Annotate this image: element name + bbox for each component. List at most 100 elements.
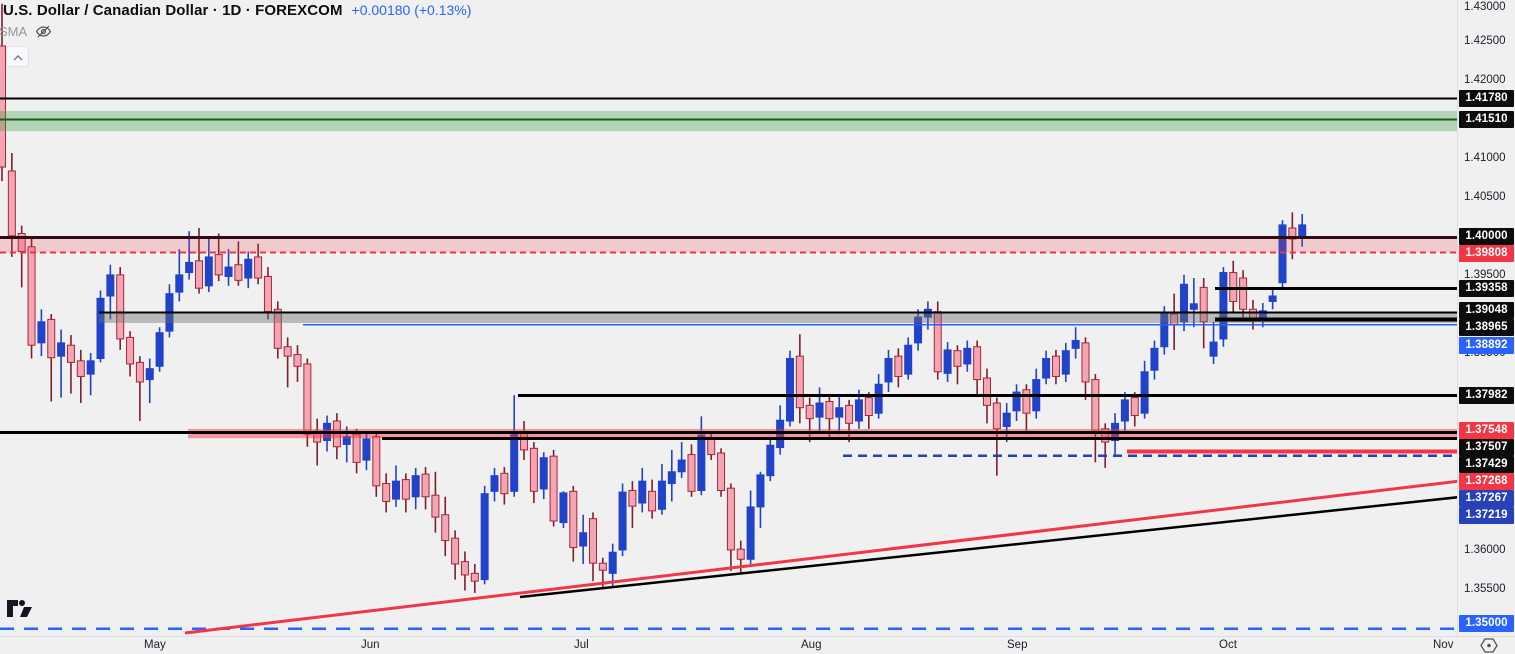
price-axis[interactable]: 1.43000 1.42500 1.42000 1.41000 1.40500 1.395…: [1457, 0, 1515, 636]
price-label[interactable]: 1.37268: [1459, 472, 1514, 490]
price-label[interactable]: 1.41780: [1459, 89, 1514, 107]
candle: [1051, 355, 1060, 377]
candle: [86, 360, 95, 375]
candle: [638, 480, 647, 504]
candle: [559, 492, 568, 524]
price-tick: 1.42000: [1464, 74, 1506, 86]
candle: [894, 355, 903, 377]
candle: [382, 482, 391, 502]
price-label[interactable]: 1.38965: [1459, 318, 1514, 336]
month-label: Jul: [574, 639, 589, 651]
price-label[interactable]: 1.37267: [1459, 489, 1514, 507]
candle: [795, 355, 804, 409]
price-label[interactable]: 1.35000: [1459, 614, 1514, 632]
candle: [756, 474, 765, 508]
month-label: Sep: [1007, 639, 1028, 651]
price-label[interactable]: 1.37982: [1459, 386, 1514, 404]
price-label[interactable]: 1.39048: [1459, 301, 1514, 319]
candlestick-chart[interactable]: [0, 0, 1457, 636]
supply-zone-green[interactable]: [0, 110, 1457, 132]
candle: [687, 454, 696, 492]
symbol-title[interactable]: U.S. Dollar / Canadian Dollar · 1D · FOR…: [3, 2, 343, 19]
candle: [263, 275, 272, 313]
price-tick: 1.39500: [1464, 269, 1506, 281]
candle: [529, 447, 538, 492]
chart-legend: U.S. Dollar / Canadian Dollar · 1D · FOR…: [0, 2, 471, 39]
candle: [57, 342, 66, 357]
price-label[interactable]: 1.40000: [1459, 227, 1514, 245]
candle: [392, 480, 400, 500]
candle: [37, 321, 46, 344]
chevron-up-icon: [13, 48, 23, 66]
candle: [1012, 391, 1021, 412]
candle: [963, 347, 972, 365]
candle: [854, 399, 863, 422]
candles-layer: [0, 3, 1307, 593]
candle: [1140, 371, 1149, 414]
candle: [7, 170, 16, 237]
candle: [224, 266, 233, 277]
candle: [815, 402, 824, 418]
candle: [145, 368, 154, 381]
candle: [293, 354, 302, 367]
candle: [362, 438, 371, 461]
price-label[interactable]: 1.37429: [1459, 455, 1514, 473]
chart-plot-area[interactable]: U.S. Dollar / Canadian Dollar · 1D · FOR…: [0, 0, 1457, 636]
indicator-label[interactable]: SMA: [0, 24, 28, 39]
candle: [1022, 389, 1031, 414]
candle: [943, 349, 952, 374]
candle: [598, 562, 607, 571]
candle: [303, 363, 312, 435]
candle: [195, 260, 203, 289]
candle: [17, 232, 26, 252]
price-label[interactable]: 1.38892: [1459, 336, 1514, 354]
eye-off-icon[interactable]: [35, 24, 52, 39]
candle: [648, 490, 657, 512]
price-label[interactable]: 1.37548: [1459, 421, 1514, 439]
candle: [608, 551, 617, 574]
price-tick: 1.43000: [1464, 1, 1506, 13]
candle: [27, 246, 36, 346]
candle: [421, 473, 430, 498]
candle: [372, 436, 381, 487]
candle: [1160, 313, 1169, 348]
rising-trendline-black[interactable]: [519, 496, 1457, 599]
candle: [579, 532, 588, 547]
candle: [835, 407, 844, 418]
resistance-zone-pink[interactable]: [0, 237, 1457, 253]
candle: [539, 457, 548, 490]
price-label[interactable]: 1.39808: [1459, 244, 1514, 262]
month-label: May: [144, 639, 166, 651]
candle: [1298, 224, 1307, 237]
timezone-settings-icon[interactable]: [1479, 636, 1499, 654]
candle: [214, 254, 223, 276]
price-label[interactable]: 1.37507: [1459, 438, 1514, 456]
candle: [0, 45, 6, 168]
price-label[interactable]: 1.37219: [1459, 506, 1514, 524]
candle: [953, 350, 962, 367]
price-label[interactable]: 1.39358: [1459, 279, 1514, 297]
candle: [1278, 224, 1287, 284]
tradingview-logo[interactable]: [6, 599, 34, 623]
gray-zone[interactable]: [99, 311, 1457, 323]
candle: [401, 479, 410, 500]
candle: [1081, 342, 1090, 383]
candle: [342, 436, 351, 445]
candle: [1239, 277, 1248, 310]
rising-trendline-red[interactable]: [184, 479, 1457, 635]
candle: [1268, 295, 1277, 302]
candle: [746, 506, 755, 560]
candle: [106, 274, 115, 297]
candle: [500, 472, 509, 495]
candle: [1180, 283, 1188, 323]
candle: [1101, 428, 1110, 443]
candle: [973, 346, 982, 381]
candle: [805, 404, 814, 420]
candle: [273, 308, 282, 349]
price-label[interactable]: 1.41510: [1459, 110, 1514, 128]
time-axis[interactable]: May Jun Jul Aug Sep Oct Nov: [0, 636, 1515, 654]
collapse-pane-button[interactable]: [6, 46, 29, 67]
candle: [1071, 340, 1080, 349]
candle: [628, 490, 637, 507]
